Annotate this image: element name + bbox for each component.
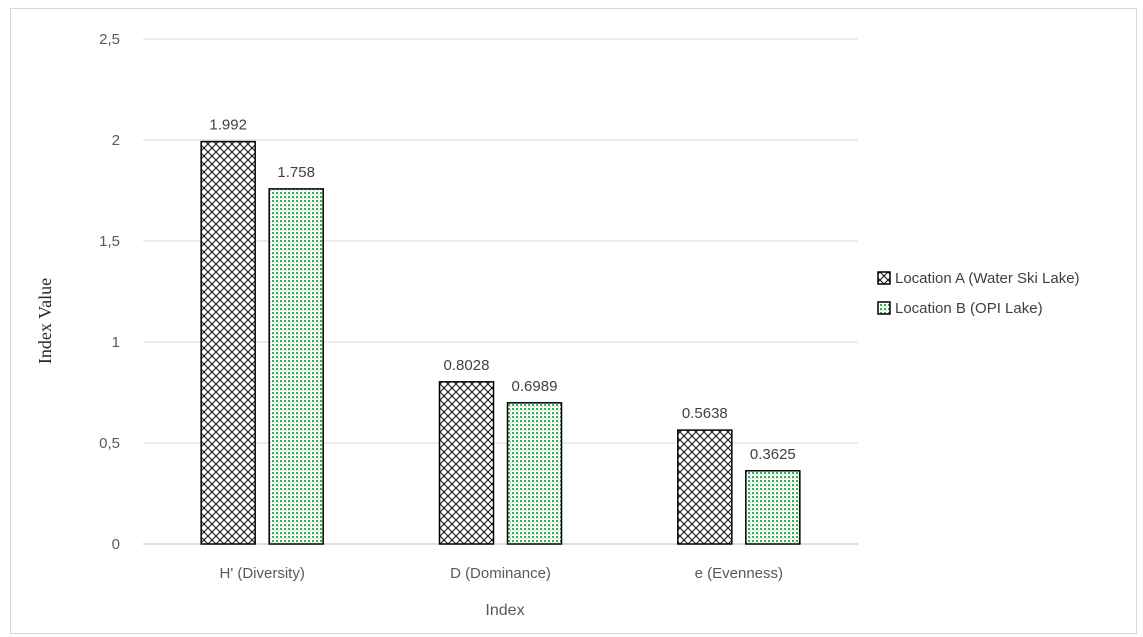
x-tick-label: e (Evenness) — [695, 565, 783, 582]
data-label: 0.5638 — [682, 405, 728, 422]
y-tick-label: 0 — [112, 536, 120, 553]
legend-swatch — [877, 271, 891, 285]
bars — [200, 140, 801, 545]
data-label: 0.6989 — [512, 378, 558, 395]
bar-location-b — [268, 188, 324, 545]
legend-label: Location B (OPI Lake) — [895, 300, 1043, 317]
bar-location-a — [200, 140, 256, 545]
gridlines — [143, 38, 858, 545]
x-tick-label: H' (Diversity) — [219, 565, 304, 582]
y-tick-label: 1 — [112, 334, 120, 351]
y-tick-label: 2 — [112, 132, 120, 149]
chart-frame — [10, 8, 1137, 634]
legend: Location A (Water Ski Lake) Location B (O… — [877, 270, 1080, 317]
y-tick-label: 0,5 — [99, 435, 120, 452]
y-tick-label: 2,5 — [99, 31, 120, 48]
bar-location-b — [745, 470, 801, 545]
data-label: 0.3625 — [750, 446, 796, 463]
bar-location-b — [506, 402, 563, 545]
x-tick-label: D (Dominance) — [450, 565, 551, 582]
bar-location-a — [677, 429, 733, 545]
y-tick-label: 1,5 — [99, 233, 120, 250]
y-axis-title: Index Value — [35, 278, 55, 364]
x-axis-title: Index — [485, 602, 524, 619]
data-label: 1.992 — [209, 117, 247, 134]
data-label: 1.758 — [277, 164, 315, 181]
data-labels: 1.992 1.758 0.8028 0.6989 0.5638 0.3625 — [209, 117, 795, 463]
data-label: 0.8028 — [444, 357, 490, 374]
x-axis-ticks: H' (Diversity) D (Dominance) e (Evenness) — [219, 565, 783, 582]
legend-swatch — [877, 301, 891, 315]
y-axis-ticks: 0 0,5 1 1,5 2 2,5 — [99, 31, 120, 553]
bar-location-a — [438, 381, 495, 545]
legend-label: Location A (Water Ski Lake) — [895, 270, 1080, 287]
